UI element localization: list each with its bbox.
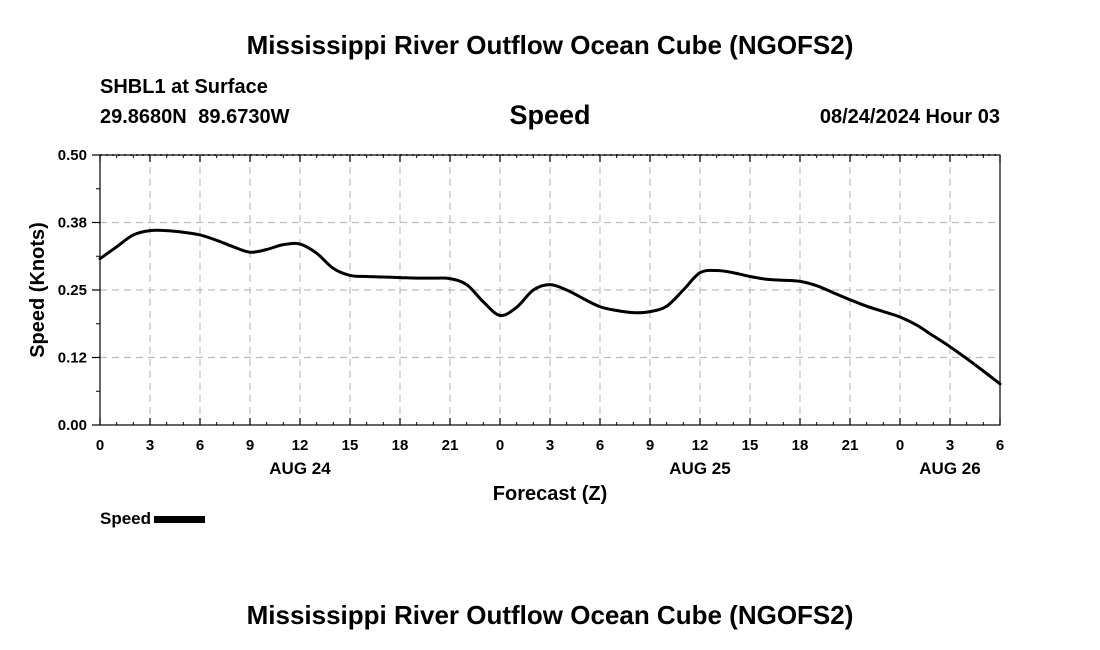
chart-main-title: Mississippi River Outflow Ocean Cube (NG… bbox=[246, 30, 854, 60]
x-tick-label: 9 bbox=[246, 437, 254, 454]
chart-footer-title: Mississippi River Outflow Ocean Cube (NG… bbox=[246, 600, 854, 630]
metric-title: Speed bbox=[509, 100, 591, 130]
x-tick-label: 21 bbox=[442, 437, 459, 454]
x-tick-label: 9 bbox=[646, 437, 654, 454]
day-label: AUG 25 bbox=[669, 459, 730, 478]
grid-lines bbox=[100, 154, 1000, 425]
y-axis-title: Speed (Knots) bbox=[27, 222, 49, 358]
y-tick-label: 0.50 bbox=[58, 147, 87, 164]
x-tick-label: 15 bbox=[342, 437, 359, 454]
axis-ticks bbox=[92, 154, 1001, 426]
day-label: AUG 26 bbox=[919, 459, 980, 478]
y-tick-label: 0.00 bbox=[58, 417, 87, 434]
x-tick-label: 6 bbox=[196, 437, 204, 454]
station-label: SHBL1 at Surface bbox=[100, 76, 268, 98]
x-tick-label: 21 bbox=[842, 437, 859, 454]
x-tick-label: 0 bbox=[896, 437, 904, 454]
legend-swatch-speed bbox=[154, 515, 206, 523]
day-label: AUG 24 bbox=[269, 459, 331, 478]
x-tick-label: 18 bbox=[792, 437, 809, 454]
x-tick-label: 15 bbox=[742, 437, 759, 454]
x-tick-label: 0 bbox=[96, 437, 104, 454]
series-line-speed bbox=[98, 228, 1002, 386]
x-tick-label: 3 bbox=[546, 437, 554, 454]
coordinates-label: 29.8680N 89.6730W bbox=[100, 106, 290, 128]
x-axis-title: Forecast (Z) bbox=[493, 483, 607, 505]
legend-label-speed: Speed bbox=[100, 509, 152, 528]
x-tick-label: 18 bbox=[392, 437, 409, 454]
x-tick-label: 3 bbox=[146, 437, 154, 454]
axis-labels: 0 3 6 9 12 15 18 21 0 3 6 9 12 15 18 21 0 3 6 0.00 0.12 0.25 0… bbox=[27, 147, 1004, 505]
legend: Speed bbox=[100, 509, 206, 529]
x-tick-label: 12 bbox=[692, 437, 709, 454]
y-tick-label: 0.25 bbox=[58, 282, 87, 299]
y-tick-label: 0.12 bbox=[58, 350, 87, 367]
x-tick-label: 0 bbox=[496, 437, 504, 454]
plot-frame bbox=[99, 154, 1001, 426]
x-tick-label: 3 bbox=[946, 437, 954, 454]
y-tick-label: 0.38 bbox=[58, 215, 87, 232]
datetime-label: 08/24/2024 Hour 03 bbox=[819, 106, 1000, 128]
x-tick-label: 6 bbox=[996, 437, 1004, 454]
x-tick-label: 6 bbox=[596, 437, 604, 454]
x-tick-label: 12 bbox=[292, 437, 309, 454]
series-layer bbox=[98, 228, 1002, 386]
